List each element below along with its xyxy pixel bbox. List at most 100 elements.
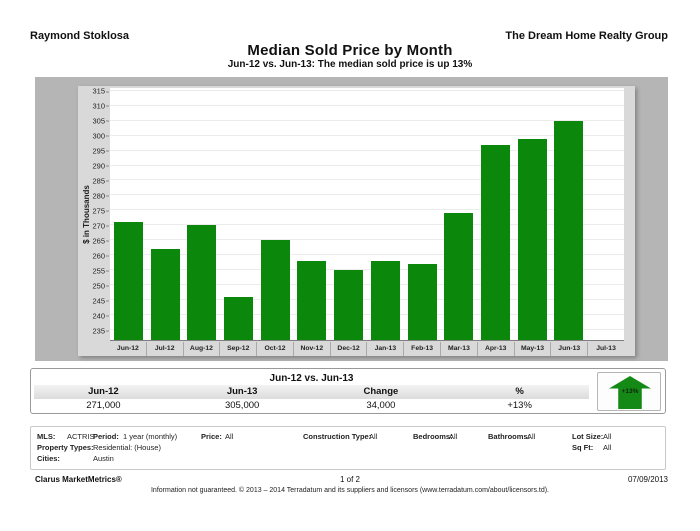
gridline [110, 298, 624, 300]
bar-nov-12 [297, 260, 327, 340]
y-tick-label: 300 [92, 131, 109, 140]
bathrooms-label: Bathrooms: [488, 432, 531, 441]
y-tick-label: 290 [92, 161, 109, 170]
gridline [110, 239, 624, 241]
y-tick-label: 270 [92, 221, 109, 230]
gridline [110, 149, 624, 151]
bar-slot [330, 88, 367, 340]
footer-brand: Clarus MarketMetrics® [35, 475, 122, 484]
bar-apr-13 [481, 144, 511, 340]
bedrooms-label: Bedrooms: [413, 432, 453, 441]
bar-jun-12 [113, 222, 143, 340]
footer-disclaimer: Information not guaranteed. © 2013 – 201… [150, 487, 550, 494]
period-label: Period: [93, 432, 119, 441]
bar-jun-13 [554, 120, 584, 340]
bar-jul-12 [150, 249, 180, 340]
plot-area [110, 88, 624, 341]
agent-name: Raymond Stoklosa [30, 30, 130, 42]
sqft-value: All [603, 443, 612, 452]
bar-slot [257, 88, 294, 340]
summary-cell-value: +13% [507, 400, 532, 411]
x-tick-label: Jun-12 [116, 345, 139, 352]
gridline [110, 89, 624, 91]
summary-cell-value: 305,000 [224, 400, 260, 411]
y-tick-label: 240 [92, 311, 109, 320]
bar-slot [587, 88, 624, 340]
bar-aug-12 [187, 225, 217, 340]
bar-slot [220, 88, 257, 340]
bar-slot [551, 88, 588, 340]
construction-label: Construction Type: [303, 432, 372, 441]
search-criteria: MLS: ACTRIS Period: 1 year (monthly) Pri… [30, 426, 666, 470]
bar-may-13 [517, 138, 547, 340]
x-tick-label: Jul-12 [145, 342, 183, 356]
bathrooms-value: All [527, 432, 536, 441]
y-tick-label: 250 [92, 281, 109, 290]
y-axis-ticks: 235 240 245 250 255 260 265 270 275 280 285 290 295 3… [90, 87, 110, 341]
y-tick-label: 315 [92, 87, 109, 96]
x-tick-label: Jul-13 [587, 342, 624, 356]
y-tick-label: 245 [92, 296, 109, 305]
bar-jan-13 [370, 260, 400, 340]
bar-slot [294, 88, 331, 340]
bar-slot [367, 88, 404, 340]
cities-label: Cities: [37, 454, 60, 463]
chart-panel: $ in Thousands 235 240 245 250 255 260 265 270 2… [35, 77, 668, 361]
y-tick-label: 305 [92, 116, 109, 125]
y-tick-label: 295 [92, 146, 109, 155]
y-tick-label: 280 [92, 191, 109, 200]
gridline [110, 119, 624, 121]
page-subtitle: Jun-12 vs. Jun-13: The median sold price… [227, 59, 473, 70]
cities-value: Austin [93, 454, 114, 463]
gridline [110, 194, 624, 196]
gridline [110, 313, 624, 315]
change-badge: +13% [597, 372, 661, 411]
x-tick-label: Jan-13 [366, 342, 403, 356]
x-tick-label: May-13 [513, 342, 551, 356]
y-tick-label: 265 [92, 236, 109, 245]
bar-mar-13 [444, 213, 474, 340]
property-types-label: Property Types: [37, 443, 94, 452]
gridline [110, 164, 624, 166]
bar-slot [110, 88, 147, 340]
x-tick-label: Apr-13 [476, 342, 514, 356]
lot-size-value: All [603, 432, 612, 441]
x-tick-label: Dec-12 [329, 342, 367, 356]
price-value: All [225, 432, 234, 441]
summary-table-body: Jun-12 vs. Jun-13 Jun-12 Jun-13 Change% 27… [34, 371, 589, 412]
y-tick-label: 285 [92, 176, 109, 185]
mls-label: MLS: [37, 432, 56, 441]
summary-column-header: % [515, 386, 524, 397]
mls-value: ACTRIS [67, 432, 95, 441]
summary-column-header: Change [363, 386, 399, 397]
summary-table: Jun-12 vs. Jun-13 Jun-12 Jun-13 Change% 27… [30, 368, 666, 414]
bar-sep-12 [224, 296, 254, 340]
x-tick-label: Mar-13 [440, 342, 477, 356]
price-label: Price: [201, 432, 222, 441]
gridline [110, 328, 624, 330]
x-tick-label: Sep-12 [219, 342, 256, 356]
gridline [110, 254, 624, 256]
summary-column-header: Jun-12 [88, 386, 119, 397]
bar-slot [183, 88, 220, 340]
summary-header-row: Jun-12 Jun-13 Change% [34, 385, 589, 399]
y-tick-label: 235 [92, 326, 109, 335]
gridline [110, 209, 624, 211]
x-tick-label: Oct-12 [256, 342, 293, 356]
gridline [110, 134, 624, 136]
footer-page-number: 1 of 2 [339, 475, 360, 484]
bar-slot [147, 88, 184, 340]
bar-slot [404, 88, 441, 340]
y-tick-label: 260 [92, 251, 109, 260]
change-badge-label: +13% [621, 388, 639, 395]
summary-value-row: 271,000 305,000 34,000 +13% [34, 399, 589, 412]
summary-cell-value: 271,000 [86, 400, 121, 411]
gridline [110, 268, 624, 270]
lot-size-label: Lot Size: [572, 432, 604, 441]
property-types-value: Residential: (House) [93, 443, 161, 452]
sqft-label: Sq Ft: [572, 443, 594, 452]
bar-dec-12 [334, 269, 364, 340]
footer-date: 07/09/2013 [627, 475, 668, 484]
gridline [110, 224, 624, 226]
period-value: 1 year (monthly) [123, 432, 178, 441]
